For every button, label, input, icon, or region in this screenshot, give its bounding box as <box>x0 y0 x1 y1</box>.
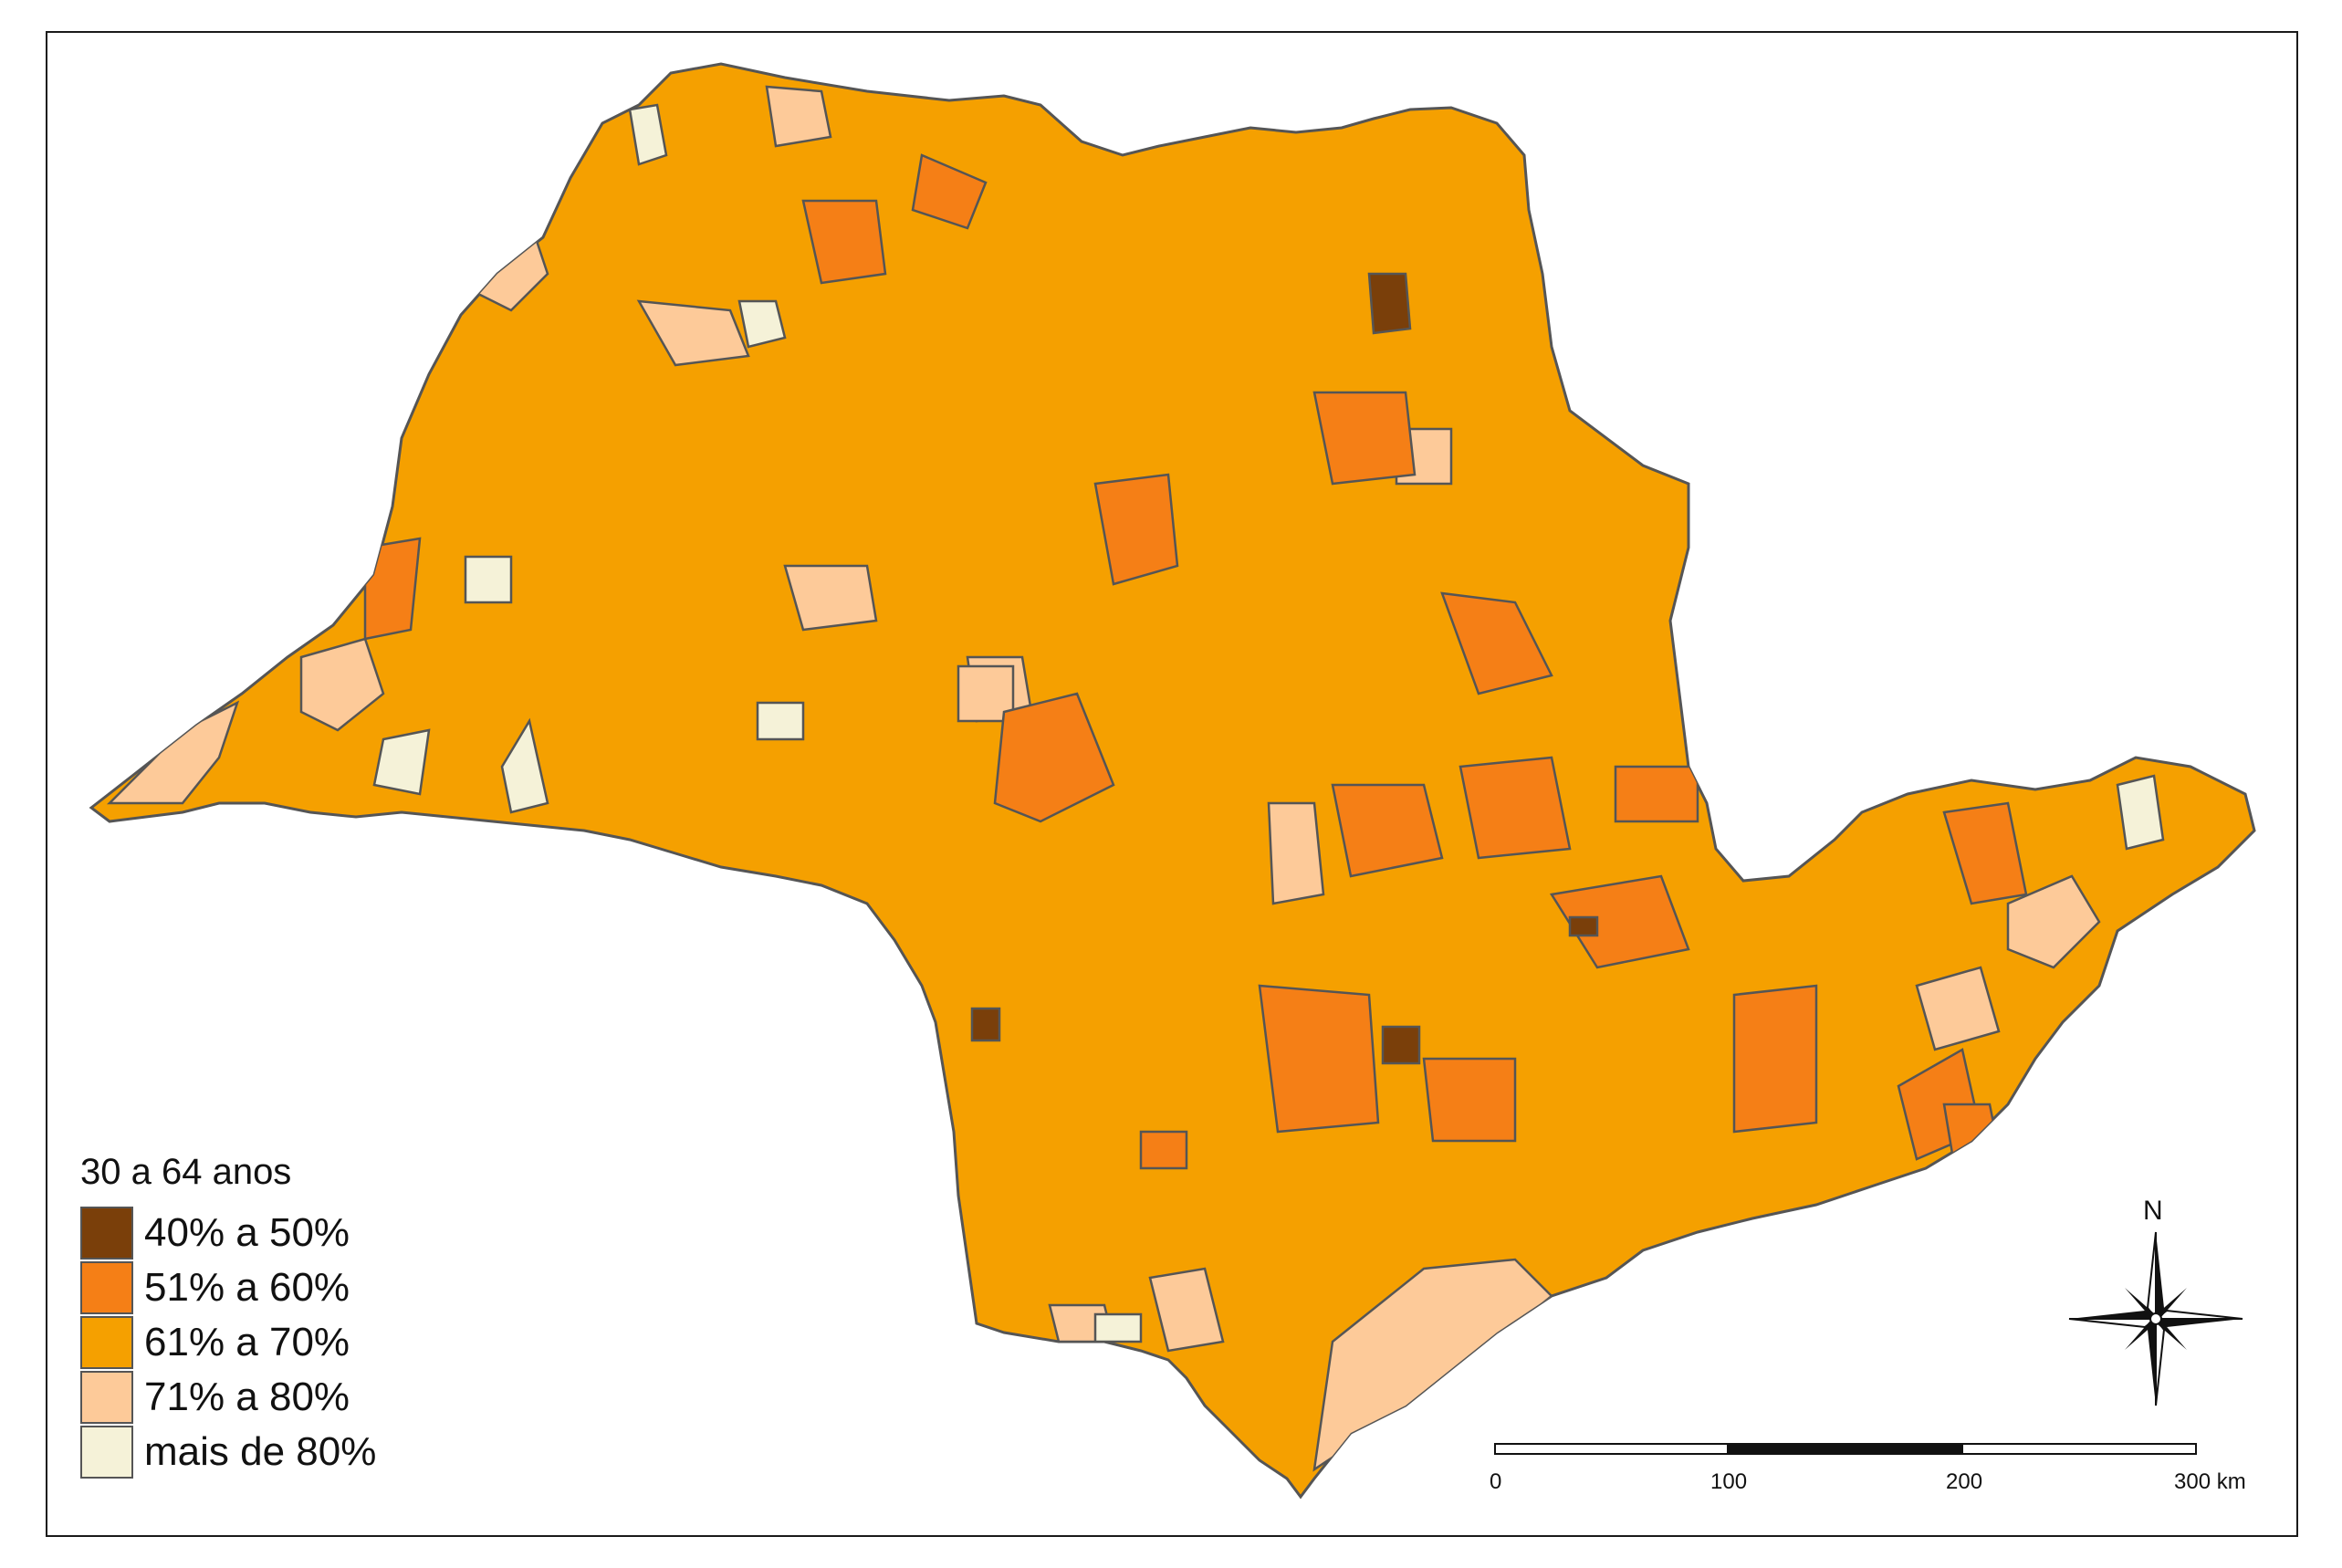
legend-item: mais de 80% <box>80 1425 376 1479</box>
region-51-60-center-3 <box>1312 391 1417 486</box>
region-40-50-south <box>1381 1025 1421 1065</box>
legend-label: mais de 80% <box>144 1429 377 1474</box>
region-71-80-center-3 <box>1267 801 1325 905</box>
legend-swatch <box>80 1316 133 1369</box>
region-51-60-southeast-2 <box>1258 984 1380 1134</box>
region-71-80-south-1 <box>1148 1267 1225 1353</box>
north-label: N <box>2143 1196 2163 1226</box>
region-over-80-northwest <box>628 103 668 166</box>
region-51-60-east <box>1942 801 2028 905</box>
scale-label-300-km: 300 km <box>2174 1469 2246 1494</box>
region-40-50-north <box>1367 272 1412 335</box>
legend-swatch <box>80 1371 133 1424</box>
legend-item: 71% a 80% <box>80 1370 376 1425</box>
legend-swatch <box>80 1207 133 1260</box>
region-71-80-north-2 <box>765 85 832 148</box>
scale-label-0: 0 <box>1490 1469 1502 1494</box>
legend-label: 71% a 80% <box>144 1375 350 1419</box>
region-71-80-west-2 <box>299 637 385 732</box>
legend-title: 30 a 64 anos <box>80 1152 292 1192</box>
region-51-60-center-2 <box>993 692 1115 823</box>
region-40-50-east <box>1568 915 1599 937</box>
region-51-60-southeast-3 <box>1422 1057 1517 1143</box>
compass-rose-icon <box>2068 1231 2243 1406</box>
region-51-60-center-1 <box>1093 473 1179 586</box>
region-over-80-west-3 <box>464 555 513 604</box>
region-71-80-east-2 <box>1915 966 2001 1051</box>
region-51-60-southeast-4 <box>1732 984 1818 1134</box>
legend-label: 51% a 60% <box>144 1265 350 1310</box>
legend-item: 61% a 70% <box>80 1315 376 1370</box>
legend-label: 61% a 70% <box>144 1320 350 1364</box>
region-over-80-east <box>2116 774 2165 851</box>
legend-item: 40% a 50% <box>80 1206 376 1260</box>
region-over-80-west-1 <box>500 717 549 814</box>
region-51-60-center-7 <box>1614 765 1699 823</box>
map-legend: 30 a 64 anos 40% a 50% 51% a 60% 61% a 7… <box>80 1152 376 1479</box>
region-71-80-east-1 <box>2006 874 2101 969</box>
region-40-50-southwest <box>970 1007 1001 1042</box>
scale-label-200: 200 <box>1946 1469 1983 1494</box>
scale-bar <box>1494 1443 2197 1455</box>
region-51-60-island <box>1942 1103 2001 1161</box>
region-51-60-north-2 <box>801 199 887 285</box>
region-over-80-north <box>737 299 787 349</box>
region-over-80-south <box>1093 1312 1143 1343</box>
state-base-region <box>89 62 2256 1500</box>
legend-item: 51% a 60% <box>80 1260 376 1315</box>
region-51-60-southwest <box>1139 1130 1188 1170</box>
region-over-80-center <box>756 701 805 741</box>
region-51-60-southeast-1 <box>1549 874 1690 969</box>
region-71-80-center-1 <box>783 564 878 632</box>
region-over-80-west-2 <box>372 728 431 796</box>
region-71-80-north-1 <box>636 299 750 367</box>
region-51-60-north-1 <box>911 153 988 230</box>
legend-swatch <box>80 1426 133 1479</box>
region-51-60-west <box>363 537 422 641</box>
region-51-60-center-4 <box>1440 591 1553 695</box>
region-51-60-center-6 <box>1459 756 1572 860</box>
scale-label-100: 100 <box>1710 1469 1748 1494</box>
legend-swatch <box>80 1261 133 1314</box>
legend-label: 40% a 50% <box>144 1210 350 1255</box>
region-51-60-center-5 <box>1331 783 1444 878</box>
